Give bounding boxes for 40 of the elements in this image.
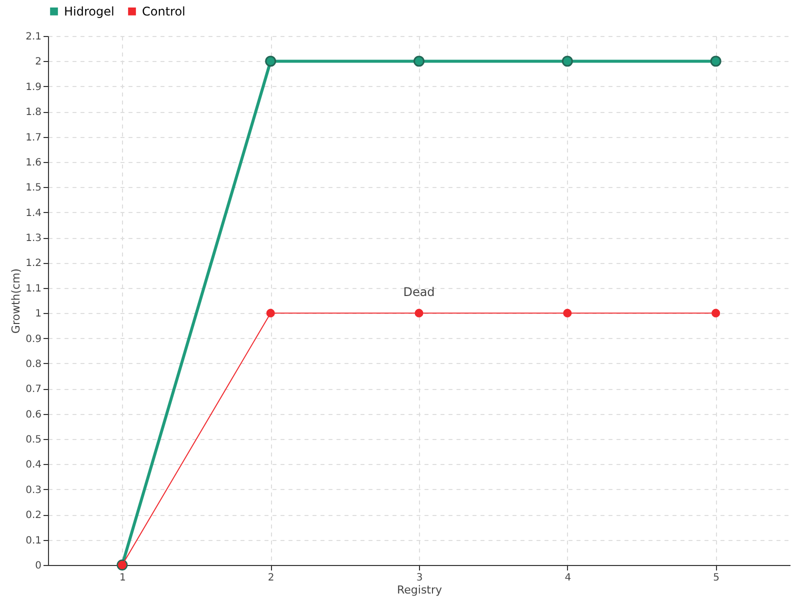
y-tick-label: 0.6 [26,409,42,420]
x-tick-label: 3 [416,572,423,584]
y-tick-label: 0.3 [26,484,42,496]
point [712,308,720,318]
annotation: Dead [403,285,435,300]
y-tick-label: 0.8 [26,358,42,370]
legend-label: Hidrogel [64,4,114,18]
point [710,56,722,67]
point [562,56,573,67]
x-axis-title: Registry [396,584,443,596]
x-tick-label: 4 [564,572,572,584]
y-tick-label: 0 [35,560,42,572]
point [266,308,275,318]
point [563,308,572,318]
y-tick-label: 0.9 [26,334,42,345]
y-tick-label: 1 [35,308,42,320]
y-tick-label: 2 [35,56,42,68]
y-tick-label: 0.5 [26,434,42,446]
point [414,308,424,318]
y-tick-label: 1.6 [26,157,42,168]
x-tick-label: 2 [268,572,274,584]
y-axis-title: Growth(cm) [10,268,23,334]
y-tick-label: 0.2 [26,510,42,522]
y-tick-label: 1.3 [26,233,42,244]
point [414,56,424,67]
y-tick-label: 1.2 [26,258,42,270]
x-tick-label: 1 [120,572,126,584]
y-tick-label: 1.9 [26,82,42,93]
y-tick-label: 0.1 [26,535,42,546]
legend-label: Control [142,4,186,18]
y-tick-label: 0.7 [26,384,42,396]
y-tick-label: 1.4 [26,208,42,219]
y-tick-label: 1.5 [26,182,42,194]
point [265,56,276,67]
y-tick-label: 1.8 [26,107,42,118]
x-tick-label: 5 [713,572,720,584]
y-tick-label: 1.1 [26,283,42,294]
y-tick-label: 0.4 [26,460,42,471]
y-tick-label: 1.7 [26,132,42,144]
y-tick-label: 2.1 [26,32,42,42]
